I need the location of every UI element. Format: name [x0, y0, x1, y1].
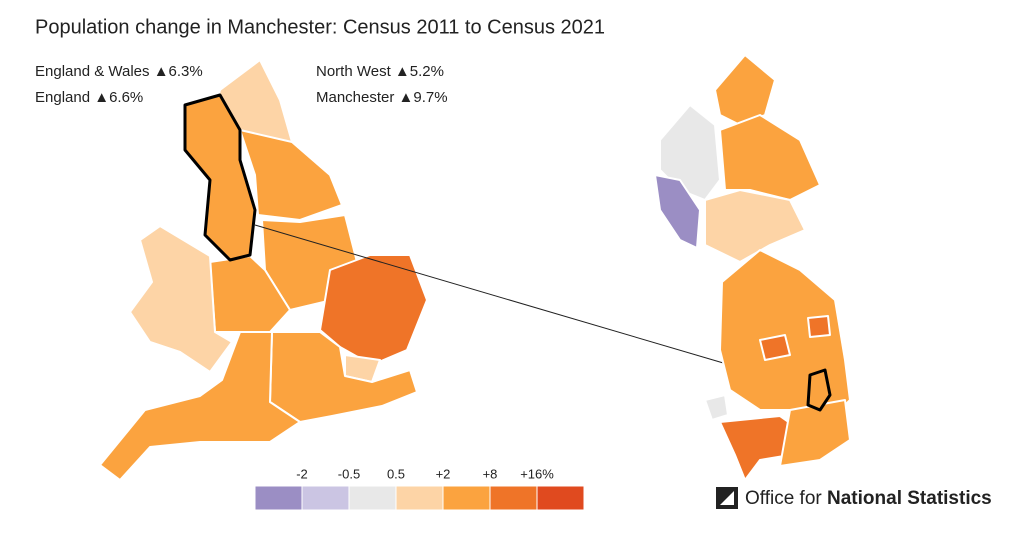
- legend-swatch: [348, 485, 397, 511]
- stat-change: ▲5.2%: [395, 63, 444, 80]
- logo-text: Office for National Statistics: [745, 488, 992, 509]
- logo-prefix: Office for: [745, 488, 822, 509]
- legend-label: +2: [436, 466, 451, 481]
- stat: England ▲6.6%: [35, 89, 143, 106]
- stat-change: ▲6.6%: [94, 89, 143, 106]
- stat: North West ▲5.2%: [316, 63, 444, 80]
- stat-label: Manchester: [316, 89, 394, 106]
- stat: Manchester ▲9.7%: [316, 89, 448, 106]
- england-wales-map: [99, 59, 428, 481]
- legend-label: -0.5: [338, 466, 360, 481]
- legend-label: -2: [296, 466, 308, 481]
- legend-label: +8: [483, 466, 498, 481]
- stat-change: ▲6.3%: [154, 63, 203, 80]
- legend: -2 -0.5 0.5 +2 +8 +16%: [254, 466, 585, 511]
- legend-label: +16%: [520, 466, 554, 481]
- legend-swatch: [301, 485, 350, 511]
- legend-swatch: [442, 485, 491, 511]
- stat: England & Wales ▲6.3%: [35, 63, 203, 80]
- logo: Office for National Statistics: [716, 487, 992, 509]
- legend-swatch: [254, 485, 303, 511]
- legend-swatch: [489, 485, 538, 511]
- logo-bold: National Statistics: [827, 488, 992, 509]
- legend-swatch: [536, 485, 585, 511]
- north-west-map: [654, 54, 851, 481]
- title: Population change in Manchester: Census …: [35, 16, 605, 38]
- stat-label: North West: [316, 63, 392, 80]
- connector: [254, 224, 816, 391]
- legend-label: 0.5: [387, 466, 405, 481]
- stats: England & Wales ▲6.3% England ▲6.6% North …: [35, 63, 448, 106]
- stat-change: ▲9.7%: [399, 89, 448, 106]
- stat-label: England & Wales: [35, 63, 150, 80]
- stat-label: England: [35, 89, 90, 106]
- legend-swatch: [395, 485, 444, 511]
